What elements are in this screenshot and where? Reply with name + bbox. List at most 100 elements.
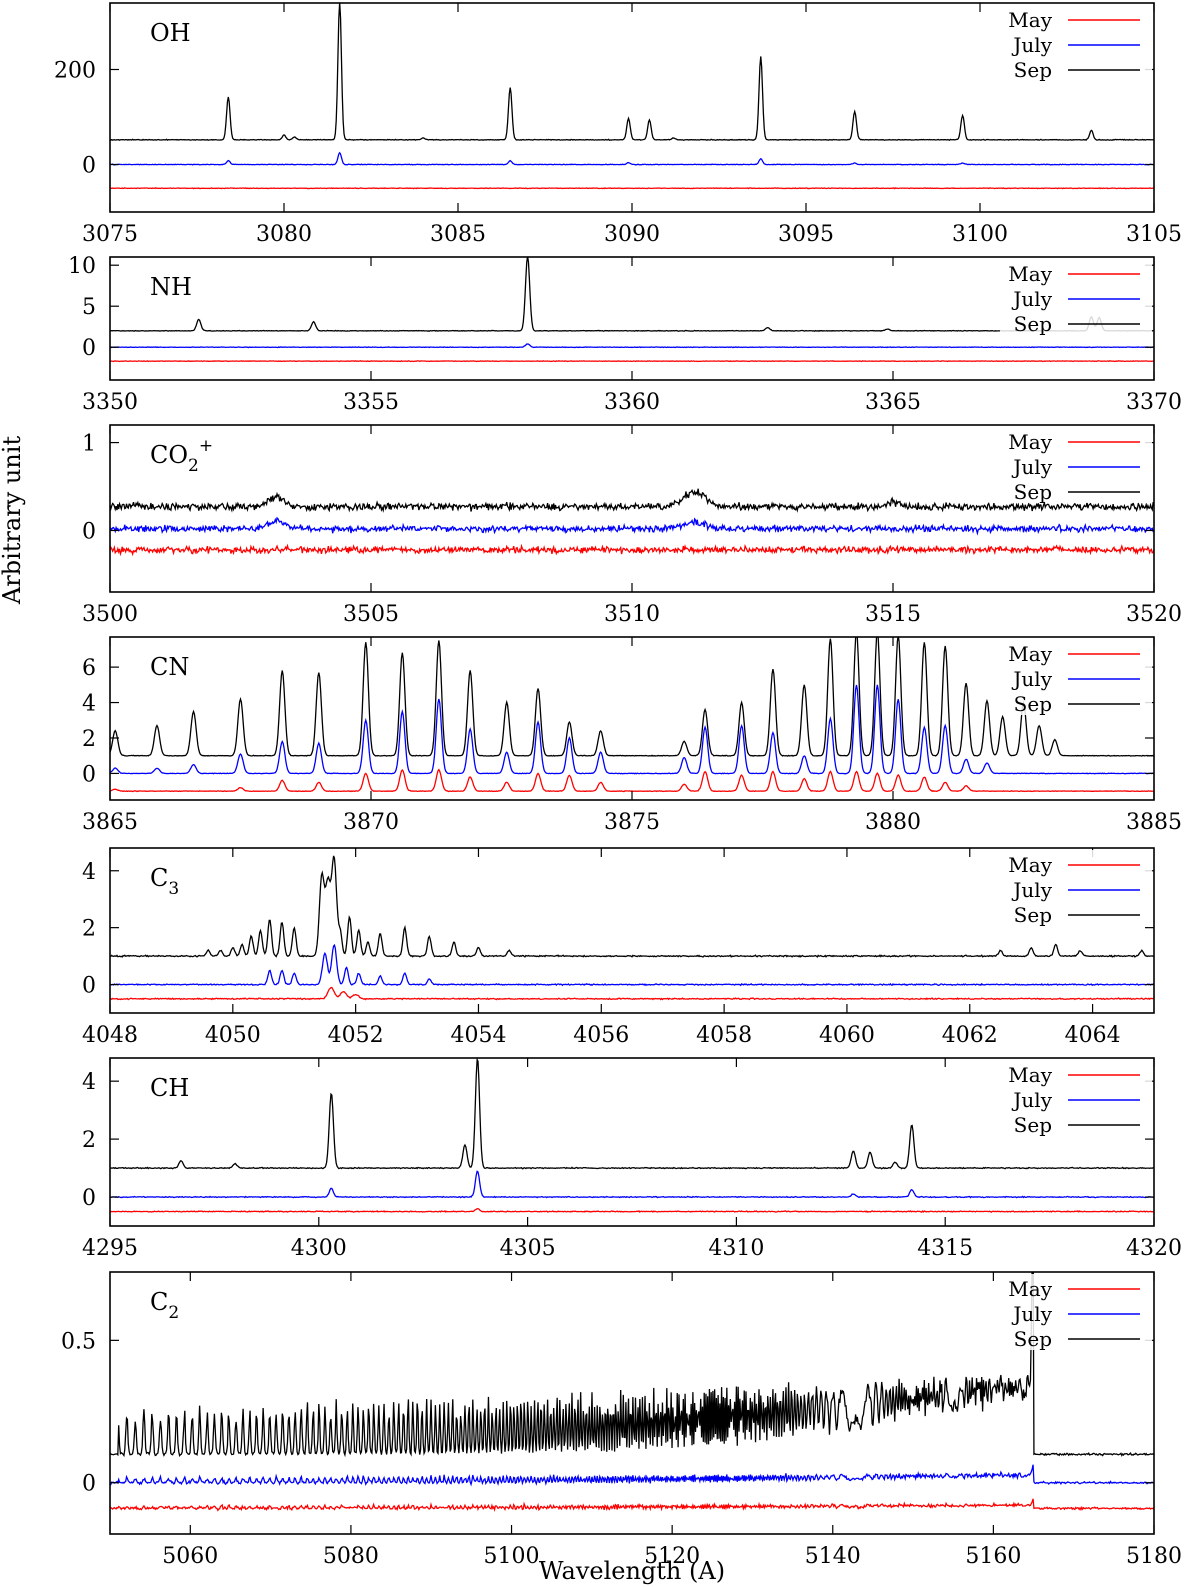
species-main: C xyxy=(150,864,168,892)
panel-frame xyxy=(109,636,1155,801)
y-tick-label: 0 xyxy=(82,1186,96,1211)
species-label: C2 xyxy=(150,1288,179,1323)
series-may-line xyxy=(110,768,1154,793)
y-tick-label: 1 xyxy=(82,432,96,457)
y-tick-label: 0 xyxy=(82,519,96,544)
legend-label-may: May xyxy=(1008,8,1052,32)
series-july-line xyxy=(110,151,1154,166)
legend-label-sep: Sep xyxy=(1014,1113,1052,1137)
legend-label-sep: Sep xyxy=(1014,312,1052,336)
y-tick-label: 2 xyxy=(82,917,96,942)
legend-label-may: May xyxy=(1008,262,1052,286)
x-tick-label: 3095 xyxy=(778,222,834,247)
y-tick-label: 0 xyxy=(82,336,96,361)
x-tick-label: 4060 xyxy=(819,1023,875,1048)
panel-frame xyxy=(109,1271,1155,1535)
x-tick-label: 4295 xyxy=(82,1236,138,1261)
species-label: OH xyxy=(150,19,191,47)
y-tick-label: 2 xyxy=(82,727,96,752)
species-label: CN xyxy=(150,653,189,681)
y-tick-label: 4 xyxy=(82,860,96,885)
species-main: NH xyxy=(150,273,192,301)
series-sep-line xyxy=(110,488,1154,513)
legend-label-july: July xyxy=(1011,1088,1052,1112)
legend-background xyxy=(1000,5,1152,81)
x-tick-label: 5120 xyxy=(644,1544,700,1569)
series-july-line xyxy=(110,1464,1154,1487)
y-tick-label: 4 xyxy=(82,692,96,717)
x-tick-label: 3075 xyxy=(82,222,138,247)
series-may-line xyxy=(110,1207,1154,1213)
legend-background xyxy=(1000,639,1152,715)
series-may-line xyxy=(110,360,1154,363)
panel-0: 3075 3080 3085 3090 3095 3100 3105 0 200 OH MayJul… xyxy=(54,2,1182,247)
x-tick-label: 3500 xyxy=(82,602,138,627)
species-main: OH xyxy=(150,19,191,47)
x-tick-label: 3085 xyxy=(430,222,486,247)
legend-background xyxy=(1000,259,1152,335)
x-tick-label: 3370 xyxy=(1126,390,1182,415)
x-tick-label: 3360 xyxy=(604,390,660,415)
x-tick-label: 3105 xyxy=(1126,222,1182,247)
x-tick-label: 3365 xyxy=(865,390,921,415)
x-tick-label: 5140 xyxy=(805,1544,861,1569)
legend-label-july: July xyxy=(1011,1302,1052,1326)
panel-frame xyxy=(109,847,1155,1014)
legend-background xyxy=(1000,1060,1152,1136)
y-tick-label: 4 xyxy=(82,1070,96,1095)
panel-frame xyxy=(109,1057,1155,1227)
x-tick-label: 3080 xyxy=(256,222,312,247)
species-label: NH xyxy=(150,273,192,301)
x-tick-label: 4320 xyxy=(1126,1236,1182,1261)
panel-6: 5060 5080 5100 5120 5140 5160 5180 0 0.5 C2 MayJul… xyxy=(61,1271,1182,1569)
legend-label-sep: Sep xyxy=(1014,692,1052,716)
series-sep-line xyxy=(110,1058,1154,1170)
x-tick-label: 4054 xyxy=(450,1023,506,1048)
x-tick-label: 5080 xyxy=(323,1544,379,1569)
x-tick-label: 3515 xyxy=(865,602,921,627)
x-tick-label: 5180 xyxy=(1126,1544,1182,1569)
x-tick-label: 3510 xyxy=(604,602,660,627)
species-subscript: 2 xyxy=(188,456,199,476)
x-tick-label: 4310 xyxy=(708,1236,764,1261)
y-tick-label: 0 xyxy=(82,154,96,179)
x-tick-label: 3355 xyxy=(343,390,399,415)
series-may-line xyxy=(110,1498,1154,1512)
species-label: CH xyxy=(150,1074,189,1102)
legend-label-july: July xyxy=(1011,455,1052,479)
legend-label-sep: Sep xyxy=(1014,903,1052,927)
x-tick-label: 3885 xyxy=(1126,810,1182,835)
panel-frame xyxy=(109,2,1155,213)
y-tick-label: 5 xyxy=(82,295,96,320)
species-label: C3 xyxy=(150,864,179,899)
x-tick-label: 4300 xyxy=(291,1236,347,1261)
x-tick-label: 4052 xyxy=(328,1023,384,1048)
y-tick-label: 0.5 xyxy=(61,1329,96,1354)
species-main: CH xyxy=(150,1074,189,1102)
species-subscript: 3 xyxy=(168,879,179,899)
x-tick-label: 5100 xyxy=(484,1544,540,1569)
series-sep-line xyxy=(110,3,1154,142)
species-subscript: 2 xyxy=(168,1303,179,1323)
x-tick-label: 3880 xyxy=(865,810,921,835)
series-sep-line xyxy=(110,637,1154,757)
x-tick-label: 5060 xyxy=(162,1544,218,1569)
legend-label-sep: Sep xyxy=(1014,480,1052,504)
legend-label-may: May xyxy=(1008,853,1052,877)
x-tick-label: 4064 xyxy=(1065,1023,1121,1048)
x-tick-label: 5160 xyxy=(965,1544,1021,1569)
x-tick-label: 4315 xyxy=(917,1236,973,1261)
x-tick-label: 3505 xyxy=(343,602,399,627)
x-tick-label: 3090 xyxy=(604,222,660,247)
legend-label-may: May xyxy=(1008,642,1052,666)
x-tick-label: 3870 xyxy=(343,810,399,835)
